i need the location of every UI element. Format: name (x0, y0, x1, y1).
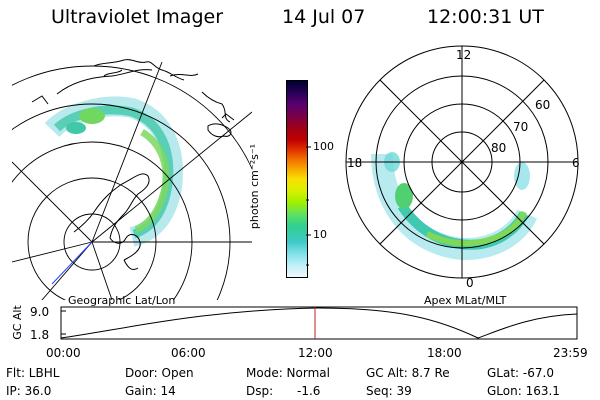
colorbar-tick-10: 10 (313, 228, 327, 241)
geographic-map (12, 59, 252, 300)
dsp-label: Dsp: (246, 384, 274, 398)
colorbar-tick-100: 100 (313, 140, 334, 153)
gain-readout: Gain: 14 (125, 384, 176, 398)
right-panel-caption: Apex MLat/MLT (424, 294, 507, 307)
altitude-x-tick-1800: 18:00 (427, 346, 462, 360)
mlat-label-70: 70 (513, 120, 529, 134)
mode-readout: Mode: Normal (246, 366, 330, 380)
altitude-y-tick-9: 9.0 (30, 305, 50, 319)
glat-readout: GLat: -67.0 (487, 366, 554, 380)
left-panel-caption: Geographic Lat/Lon (68, 294, 176, 307)
altitude-x-tick-0600: 06:00 (171, 346, 206, 360)
dsp-value: -1.6 (297, 384, 321, 398)
glon-readout: GLon: 163.1 (487, 384, 560, 398)
mlt-label-12: 12 (456, 48, 472, 62)
graticule (12, 61, 252, 300)
aurora-emission (44, 96, 183, 247)
colorbar-units-label: photon cm⁻²s⁻¹ (248, 143, 262, 230)
mlt-label-18: 18 (347, 156, 363, 170)
mlt-label-0: 0 (466, 276, 474, 290)
seq-readout: Seq: 39 (366, 384, 412, 398)
ip-readout: IP: 36.0 (6, 384, 52, 398)
altitude-y-tick-1-8: 1.8 (30, 328, 50, 342)
door-readout: Door: Open (125, 366, 194, 380)
mlt-label-6: 6 (572, 156, 580, 170)
dial-grid (345, 45, 579, 279)
colorbar-ticks (306, 146, 311, 266)
filter-readout: Flt: LBHL (6, 366, 60, 380)
date-label: 14 Jul 07 (282, 6, 366, 28)
mlat-label-60: 60 (535, 98, 551, 112)
mlat-label-80: 80 (491, 141, 507, 155)
coastlines (31, 59, 235, 271)
altitude-y-label: GC Alt (10, 305, 24, 340)
instrument-title: Ultraviolet Imager (51, 6, 224, 28)
altitude-x-tick-2359: 23:59 (553, 346, 588, 360)
altitude-x-tick-1200: 12:00 (298, 346, 333, 360)
mlat-mlt-dial (345, 45, 579, 279)
altitude-x-tick-0000: 00:00 (46, 346, 81, 360)
sun-direction-line (51, 241, 93, 285)
gc-alt-readout: GC Alt: 8.7 Re (366, 366, 450, 380)
altitude-plot (60, 306, 578, 340)
colorbar (286, 80, 308, 278)
altitude-curve (60, 307, 578, 339)
time-label: 12:00:31 UT (427, 6, 544, 28)
